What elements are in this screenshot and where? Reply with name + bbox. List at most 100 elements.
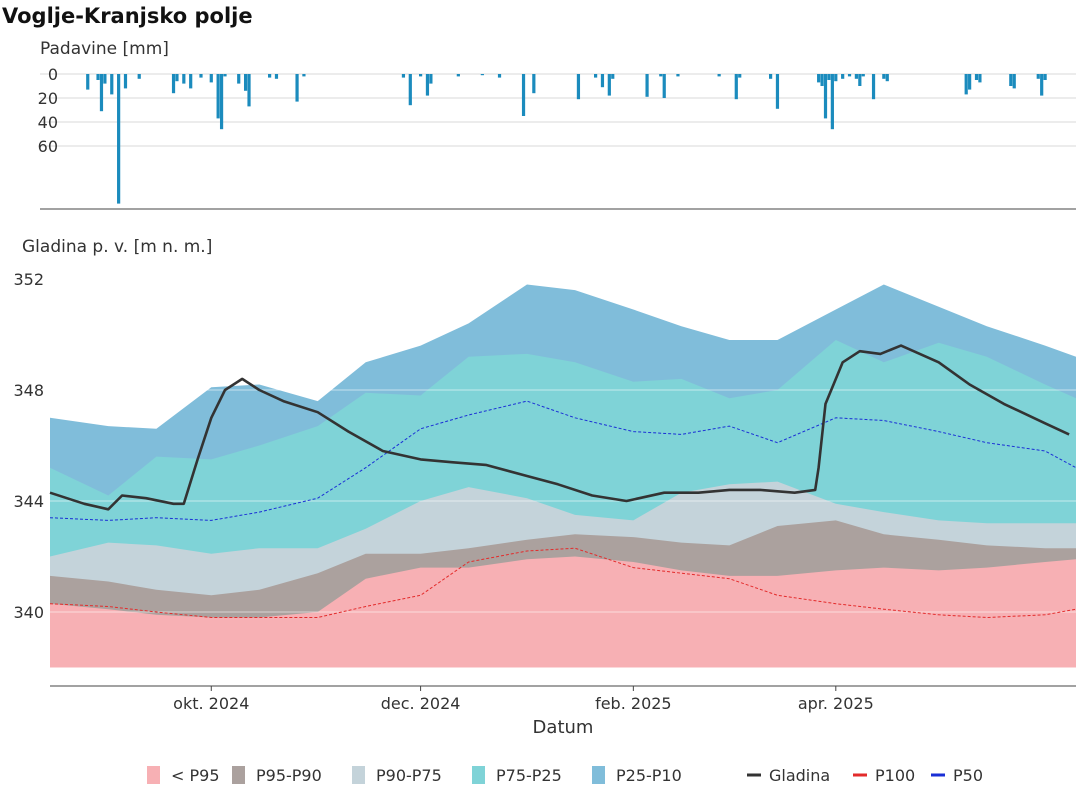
precip-bar (418, 74, 423, 77)
precip-y-tick-label: 20 (38, 89, 58, 108)
level-lines (49, 344, 1077, 618)
precip-bar (1009, 74, 1013, 86)
level-y-tick-label: 340 (13, 603, 44, 622)
precip-bar (600, 74, 605, 88)
x-axis-title: Datum (533, 717, 594, 738)
precip-bar (830, 74, 834, 130)
precip-bar (827, 74, 831, 80)
legend-label: P50 (953, 766, 983, 785)
precip-bar (274, 74, 279, 79)
precip-bar (676, 74, 680, 77)
precip-bar (209, 74, 213, 83)
precip-bar (576, 74, 581, 100)
percentile-bands (50, 284, 1076, 668)
legend-swatch (472, 766, 485, 784)
precip-bar (86, 74, 90, 90)
precip-bar (497, 74, 502, 78)
level-gridlines (50, 278, 1076, 613)
precip-bar (456, 74, 460, 77)
precip-bar (885, 74, 889, 82)
precip-bar (968, 74, 972, 90)
precip-bar (1043, 74, 1047, 80)
precip-bar (295, 74, 299, 102)
precip-bars (86, 74, 1047, 204)
level-panel-label: Gladina p. v. [m n. m.] (22, 237, 212, 257)
precip-bar (175, 74, 179, 82)
precip-bar (110, 74, 114, 95)
precip-bar (974, 74, 979, 80)
precip-bar (820, 74, 824, 86)
chart-title: Voglje-Kranjsko polje (2, 4, 253, 28)
precip-bar (858, 74, 862, 86)
x-tick-label: apr. 2025 (798, 694, 874, 713)
x-tick-label: feb. 2025 (595, 694, 672, 713)
precip-bar (123, 74, 128, 89)
precip-bar (717, 74, 721, 77)
precip-bar (237, 74, 241, 84)
precip-bar (847, 74, 852, 77)
precip-bar (861, 74, 865, 77)
precip-bar (964, 74, 968, 95)
precip-bar (216, 74, 220, 119)
legend-label: P95-P90 (256, 766, 322, 785)
precip-bar (521, 74, 526, 116)
precip-bar (593, 74, 598, 78)
precip-bar (1040, 74, 1044, 96)
legend-label: P25-P10 (616, 766, 682, 785)
legend-swatch (147, 766, 160, 784)
precip-bar (1012, 74, 1016, 89)
precip-gridlines (40, 73, 1076, 147)
x-tick-label: dec. 2024 (381, 694, 461, 713)
legend-swatch (592, 766, 605, 784)
precip-bar (532, 74, 536, 94)
precip-bar (734, 74, 738, 100)
legend-label: P75-P25 (496, 766, 562, 785)
precip-bar (171, 74, 176, 94)
precip-bar (401, 74, 406, 78)
line-p100 (49, 547, 1077, 618)
precip-bar (103, 74, 107, 84)
precip-bar (480, 74, 484, 76)
precip-bar (841, 74, 845, 79)
precip-y-tick-label: 0 (48, 65, 58, 84)
precip-bar (429, 74, 433, 84)
precip-y-tick-label: 40 (38, 113, 58, 132)
precip-bar (659, 74, 663, 77)
precip-bar (247, 74, 251, 107)
level-y-ticks: 352 348 344 340 (13, 270, 44, 622)
precip-bar (408, 74, 412, 106)
precip-bar (223, 74, 227, 77)
precip-bar (425, 74, 430, 96)
precip-bar (769, 74, 773, 79)
legend: < P95 P95-P90 P90-P75 P75-P25 P25-P10 Gladina… (147, 766, 983, 785)
precip-bar (99, 74, 104, 112)
level-y-tick-label: 352 (13, 270, 44, 289)
precip-bar (1036, 74, 1040, 79)
precip-bar (302, 74, 306, 77)
precip-bar (137, 74, 141, 79)
legend-label: < P95 (171, 766, 220, 785)
legend-swatch (232, 766, 245, 784)
precip-bar (611, 74, 615, 79)
precip-bar (871, 74, 876, 100)
precip-bar (738, 74, 742, 78)
precip-y-ticks: 0 20 40 60 (38, 65, 58, 156)
precip-y-tick-label: 60 (38, 137, 58, 156)
precip-bar (834, 74, 838, 82)
precip-bar (854, 74, 858, 79)
x-tick-label: okt. 2024 (173, 694, 249, 713)
precip-bar (978, 74, 982, 83)
legend-label: P100 (875, 766, 915, 785)
level-x-ticks: okt. 2024 dec. 2024 feb. 2025 apr. 2025 (173, 686, 874, 713)
precip-bar (775, 74, 780, 109)
precip-bar (199, 74, 203, 78)
legend-label: P90-P75 (376, 766, 442, 785)
precip-bar (117, 74, 121, 204)
precip-bar (882, 74, 886, 79)
precip-bar (243, 74, 248, 91)
legend-swatch (352, 766, 365, 784)
line-gladina (49, 344, 1070, 511)
precip-bar (219, 74, 224, 130)
precip-bar (182, 74, 186, 84)
